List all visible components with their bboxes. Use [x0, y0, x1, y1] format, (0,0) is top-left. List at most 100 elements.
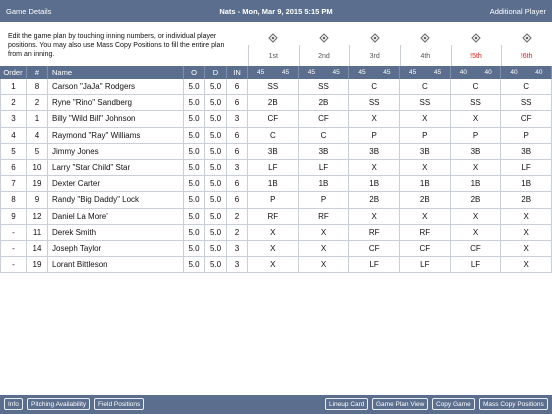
player-cell: 3	[227, 111, 248, 128]
position-cell[interactable]: X	[248, 224, 299, 241]
position-cell[interactable]: CF	[248, 111, 299, 128]
position-cell[interactable]: RF	[400, 224, 451, 241]
position-cell[interactable]: X	[298, 257, 350, 274]
position-cell[interactable]: X	[349, 111, 400, 128]
inning-header[interactable]	[450, 45, 502, 66]
position-cell[interactable]: X	[248, 257, 299, 274]
position-cell[interactable]: C	[298, 127, 350, 144]
position-cell[interactable]: X	[400, 160, 451, 177]
inning-header[interactable]	[248, 45, 299, 66]
position-cell[interactable]: X	[450, 111, 502, 128]
position-cell[interactable]: LF	[501, 160, 552, 177]
position-cell[interactable]: X	[298, 241, 350, 258]
position-cell[interactable]: 3B	[400, 143, 451, 160]
position-cell[interactable]: 2B	[248, 95, 299, 112]
position-cell[interactable]: 2B	[450, 192, 502, 209]
position-cell[interactable]: 1B	[248, 176, 299, 193]
position-cell[interactable]: 3B	[501, 143, 552, 160]
position-cell[interactable]: X	[450, 208, 502, 225]
position-cell[interactable]: C	[248, 127, 299, 144]
position-cell[interactable]: SS	[501, 95, 552, 112]
position-cell[interactable]: P	[248, 192, 299, 209]
inning-label: !6th	[520, 53, 533, 60]
top-bar: Game Details Nats - Mon, Mar 9, 2015 5:1…	[0, 0, 552, 22]
position-cell[interactable]: X	[400, 208, 451, 225]
inning-header[interactable]	[501, 45, 552, 66]
position-cell[interactable]: C	[400, 79, 451, 96]
position-cell[interactable]: CF	[349, 241, 400, 258]
footer-button[interactable]: Pitching Availability	[27, 398, 91, 410]
player-cell: 5	[0, 143, 27, 160]
player-cell: 6	[227, 95, 248, 112]
footer-button[interactable]: Field Positions	[94, 398, 145, 410]
position-cell[interactable]: X	[349, 160, 400, 177]
position-cell[interactable]: RF	[248, 208, 299, 225]
position-cell[interactable]: CF	[298, 111, 350, 128]
position-cell[interactable]: P	[450, 127, 502, 144]
position-cell[interactable]: 1B	[349, 176, 400, 193]
position-cell[interactable]: 3B	[349, 143, 400, 160]
player-cell: Raymond "Ray" Williams	[48, 127, 184, 144]
position-cell[interactable]: X	[400, 111, 451, 128]
position-cell[interactable]: P	[400, 127, 451, 144]
position-cell[interactable]: 2B	[349, 192, 400, 209]
position-cell[interactable]: P	[501, 127, 552, 144]
position-cell[interactable]: X	[450, 160, 502, 177]
position-cell[interactable]: 3B	[450, 143, 502, 160]
position-cell[interactable]: LF	[298, 160, 350, 177]
footer-button[interactable]: Info	[4, 398, 23, 410]
position-cell[interactable]: 2B	[298, 95, 350, 112]
pitch-count: 45	[307, 69, 315, 76]
player-cell: 6	[227, 79, 248, 96]
footer-button[interactable]: Game Plan View	[372, 398, 429, 410]
position-cell[interactable]: 1B	[400, 176, 451, 193]
position-cell[interactable]: RF	[349, 224, 400, 241]
player-cell: 2	[27, 95, 48, 112]
position-cell[interactable]: CF	[400, 241, 451, 258]
position-cell[interactable]: LF	[349, 257, 400, 274]
inning-header[interactable]	[349, 45, 400, 66]
position-cell[interactable]: CF	[501, 111, 552, 128]
player-cell: 5.0	[184, 79, 205, 96]
position-cell[interactable]: C	[349, 79, 400, 96]
footer-button[interactable]: Mass Copy Positions	[479, 398, 548, 410]
position-cell[interactable]: SS	[248, 79, 299, 96]
position-cell[interactable]: C	[450, 79, 502, 96]
position-cell[interactable]: LF	[248, 160, 299, 177]
player-cell: Larry "Star Child" Star	[48, 160, 184, 177]
position-cell[interactable]: LF	[450, 257, 502, 274]
position-cell[interactable]: X	[349, 208, 400, 225]
position-cell[interactable]: X	[501, 241, 552, 258]
position-cell[interactable]: SS	[450, 95, 502, 112]
position-cell[interactable]: X	[501, 208, 552, 225]
position-cell[interactable]: 3B	[248, 143, 299, 160]
position-cell[interactable]: SS	[400, 95, 451, 112]
position-cell[interactable]: C	[501, 79, 552, 96]
position-cell[interactable]: 2B	[400, 192, 451, 209]
pitch-count: 40	[459, 69, 467, 76]
footer-button[interactable]: Lineup Card	[325, 398, 369, 410]
inning-header[interactable]	[298, 45, 350, 66]
position-cell[interactable]: 1B	[298, 176, 350, 193]
position-cell[interactable]: P	[349, 127, 400, 144]
position-cell[interactable]: LF	[400, 257, 451, 274]
position-cell[interactable]: SS	[349, 95, 400, 112]
position-cell[interactable]: X	[450, 224, 502, 241]
footer-button[interactable]: Copy Game	[432, 398, 475, 410]
position-cell[interactable]: 3B	[298, 143, 350, 160]
position-cell[interactable]: 1B	[450, 176, 502, 193]
player-cell: 5.0	[184, 257, 205, 274]
position-cell[interactable]: 1B	[501, 176, 552, 193]
add-player-button[interactable]: Additional Player	[489, 7, 546, 16]
position-cell[interactable]: RF	[298, 208, 350, 225]
position-cell[interactable]: X	[501, 257, 552, 274]
position-cell[interactable]: SS	[298, 79, 350, 96]
position-cell[interactable]: X	[248, 241, 299, 258]
inning-header[interactable]	[400, 45, 451, 66]
position-cell[interactable]: CF	[450, 241, 502, 258]
position-cell[interactable]: 2B	[501, 192, 552, 209]
position-cell[interactable]: X	[298, 224, 350, 241]
position-cell[interactable]: P	[298, 192, 350, 209]
position-cell[interactable]: X	[501, 224, 552, 241]
back-button[interactable]: Game Details	[6, 7, 52, 16]
